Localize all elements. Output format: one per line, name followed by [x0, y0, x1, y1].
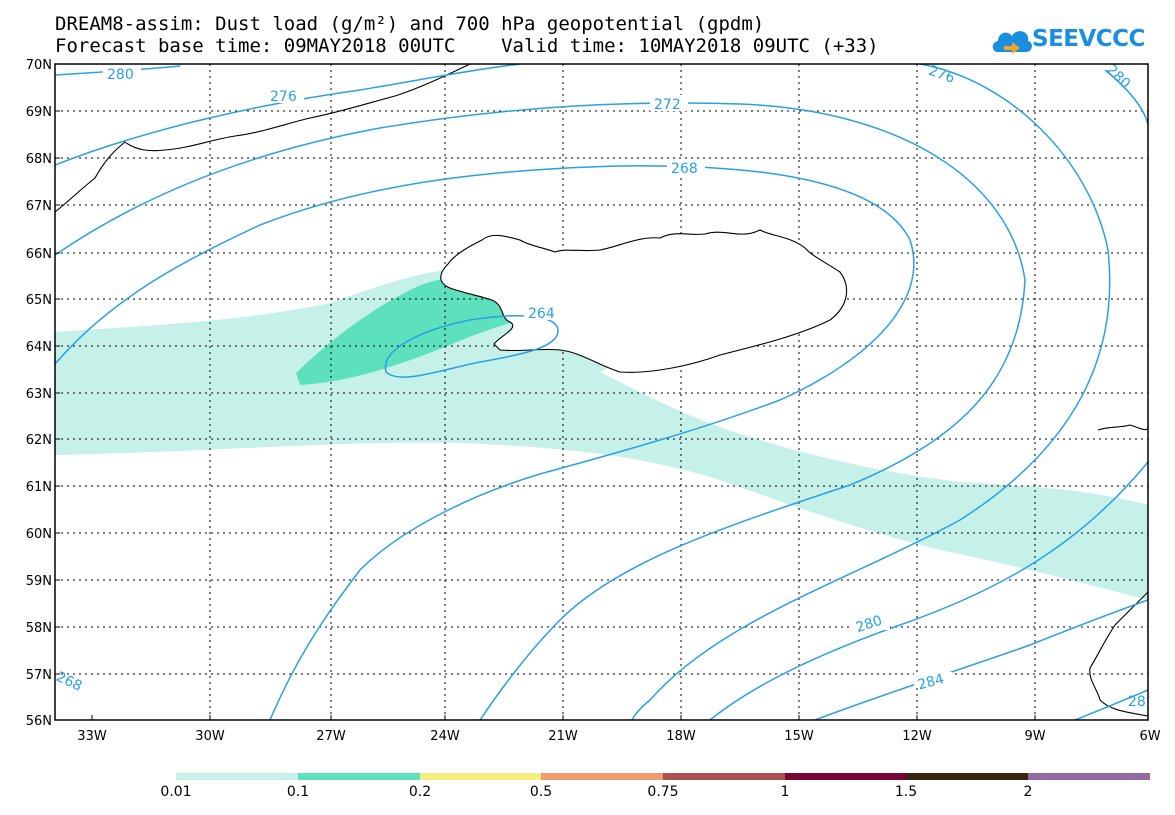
- lat-label: 69N: [26, 105, 52, 120]
- contour-label: 280: [854, 613, 884, 636]
- contour-label: 272: [654, 97, 681, 113]
- lon-label: 12W: [902, 729, 932, 744]
- colorbar-label: 0.75: [647, 784, 679, 800]
- contour-label: 280: [1103, 62, 1133, 92]
- coastlines: [55, 64, 1148, 717]
- colorbar-label: 0.5: [529, 784, 553, 800]
- logo-text: SEEVCCC: [1032, 26, 1145, 52]
- colorbar-swatch: [1028, 773, 1150, 780]
- contour-label: 268: [53, 669, 84, 695]
- colorbar-swatch: [298, 773, 420, 780]
- contour-label: 276: [270, 89, 297, 105]
- lat-label: 62N: [26, 433, 52, 448]
- contour-276: [55, 64, 1111, 720]
- contour-280-south: [709, 461, 1148, 720]
- map-frame: [54, 63, 1149, 721]
- contour-label: 28: [1128, 694, 1146, 710]
- lon-label: 9W: [1024, 729, 1045, 744]
- greenland-coast: [55, 64, 471, 213]
- colorbar-swatch: [176, 773, 298, 780]
- lon-label: 33W: [77, 729, 107, 744]
- lat-label: 56N: [26, 714, 52, 729]
- lon-label: 27W: [316, 729, 346, 744]
- colorbar-swatch: [541, 773, 663, 780]
- contour-label: 264: [528, 306, 555, 322]
- lon-label: 15W: [784, 729, 814, 744]
- lat-label: 60N: [26, 527, 52, 542]
- cloud-icon: [992, 31, 1032, 54]
- colorbar-label: 0.01: [160, 784, 192, 800]
- lon-label: 24W: [430, 729, 460, 744]
- colorbar-label: 2: [1023, 784, 1033, 800]
- colorbar: [176, 773, 1150, 780]
- seevccc-logo: SEEVCCC: [990, 22, 1165, 58]
- colorbar-swatch: [906, 773, 1028, 780]
- lat-label: 68N: [26, 152, 52, 167]
- contour-268: [55, 165, 915, 720]
- lat-label: 64N: [26, 340, 52, 355]
- lat-label: 57N: [26, 668, 52, 683]
- lat-label: 70N: [26, 58, 52, 73]
- colorbar-label: 1.5: [894, 784, 918, 800]
- contour-288: [1074, 689, 1148, 720]
- lat-label: 58N: [26, 621, 52, 636]
- lat-label: 67N: [26, 199, 52, 214]
- colorbar-swatch: [420, 773, 541, 780]
- map-title: DREAM8-assim: Dust load (g/m²) and 700 h…: [55, 13, 765, 35]
- scotland-coast: [1089, 591, 1148, 717]
- contour-label: 280: [107, 67, 134, 83]
- lon-label: 6W: [1139, 729, 1160, 744]
- colorbar-label: 1: [780, 784, 790, 800]
- lon-label: 18W: [666, 729, 696, 744]
- lat-label: 63N: [26, 387, 52, 402]
- colorbar-swatch: [663, 773, 785, 780]
- lat-label: 65N: [26, 293, 52, 308]
- latitude-labels: 70N 69N 68N 67N 66N 65N 64N 63N 62N 61N …: [26, 58, 52, 729]
- contour-264: [384, 315, 559, 378]
- contour-label: 284: [916, 671, 946, 693]
- contour-label: 268: [671, 161, 698, 177]
- colorbar-label: 0.1: [286, 784, 310, 800]
- contour-272: [55, 102, 1026, 720]
- lat-label: 59N: [26, 574, 52, 589]
- lat-label: 66N: [26, 247, 52, 262]
- faroe-shetland-coast: [1097, 424, 1148, 431]
- colorbar-label: 0.2: [408, 784, 432, 800]
- colorbar-swatch: [785, 773, 906, 780]
- contour-label: 276: [926, 63, 957, 87]
- longitude-labels: 33W 30W 27W 24W 21W 18W 15W 12W 9W 6W: [77, 729, 1160, 744]
- contour-284: [814, 599, 1148, 720]
- iceland-coast: [440, 229, 848, 373]
- map-subtitle: Forecast base time: 09MAY2018 00UTC Vali…: [55, 35, 879, 57]
- lon-label: 21W: [548, 729, 578, 744]
- lon-label: 30W: [195, 729, 225, 744]
- axis-ticks: [55, 63, 1149, 721]
- lat-label: 61N: [26, 480, 52, 495]
